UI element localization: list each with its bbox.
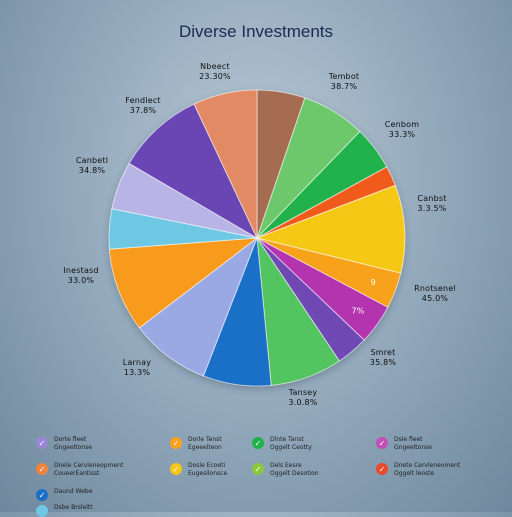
legend-item: ✓ Dosle Ecoeti Eugesilonsce — [170, 462, 227, 478]
callout-inestasd: Inestasd 33.0% — [52, 266, 110, 286]
legend-swatch: ✓ — [170, 437, 182, 449]
callout-name: Tansey — [288, 388, 318, 397]
callout-name: Fendlect — [125, 96, 161, 105]
pie-slice-4 — [255, 184, 406, 274]
callout-pct: 3.3.5% — [417, 204, 447, 213]
pie-inner-labels: 9 7% — [352, 278, 376, 315]
legend-item: ✓ Dlnte Tanst Oggelt Ceotty — [252, 436, 312, 452]
legend-label: Daund Webe — [54, 488, 93, 495]
callout-pct: 3.0.8% — [288, 398, 318, 407]
callout-name: Nbeect — [200, 62, 230, 71]
callout-name: Rnotsenel — [414, 284, 456, 293]
callout-larnay: Larnay 13.3% — [110, 358, 164, 378]
legend-label: Dorle Tenst Egeeelteon — [188, 436, 222, 451]
legend: ✓ Dorte fleet Gngeeltonse ✓ Dorle Tenst … — [30, 436, 500, 517]
callout-pct: 34.8% — [78, 166, 106, 175]
pie-slice-11 — [108, 237, 259, 329]
callout-pct: 23.30% — [199, 72, 231, 81]
callout-pct: 45.0% — [421, 294, 449, 303]
legend-label: Dsbe Brsleltt — [54, 504, 93, 511]
callout-rnotsenel: Rnotsenel 45.0% — [404, 284, 466, 304]
legend-label: Dels Eesre Oggelt Desotion — [270, 462, 319, 477]
legend-label: Dlnte Tanst Oggelt Ceotty — [270, 436, 312, 451]
callout-name: Tembot — [328, 72, 360, 81]
callout-canbst: Canbst 3.3.5% — [406, 194, 458, 214]
legend-swatch: ✓ — [252, 463, 264, 475]
pie-inner-label: 7% — [352, 307, 365, 316]
pie-slices — [108, 89, 406, 387]
legend-swatch: ✓ — [36, 463, 48, 475]
legend-item: ✓ Dsle fleet Gngeeltonse — [376, 436, 432, 452]
legend-label: Dnete Cervleneoment Oggelt leoste — [394, 462, 461, 477]
pie-slice-15 — [193, 89, 258, 239]
legend-item: ✓ Dels Eesre Oggelt Desotion — [252, 462, 319, 478]
pie-slice-14 — [128, 103, 259, 240]
callout-pct: 38.7% — [330, 82, 358, 91]
legend-item: ✓ Dorle Tenst Egeeelteon — [170, 436, 222, 452]
legend-item: Dsbe Brsleltt — [36, 504, 93, 517]
legend-swatch: ✓ — [36, 489, 48, 501]
legend-item: ✓ Dorte fleet Gngeeltonse — [36, 436, 92, 452]
callout-name: Cenbom — [384, 120, 420, 129]
legend-label: Dnele Cervleneopment CoueerEantisst — [54, 462, 124, 477]
callout-nbeect: Nbeect 23.30% — [190, 62, 240, 82]
callout-name: Canbetl — [75, 156, 109, 165]
legend-swatch: ✓ — [36, 437, 48, 449]
callout-name: Canbst — [417, 194, 447, 203]
callout-name: Inestasd — [63, 266, 99, 275]
chart-title: Diverse Investments — [179, 22, 333, 41]
callout-name: Smret — [370, 348, 396, 357]
legend-swatch: ✓ — [376, 463, 388, 475]
pie-inner-label: 9 — [371, 278, 376, 287]
legend-label: Dorte fleet Gngeeltonse — [54, 436, 92, 451]
legend-item: ✓ Dnete Cervleneoment Oggelt leoste — [376, 462, 460, 478]
callout-cenbom: Cenbom 33.3% — [374, 120, 430, 140]
legend-label: Dsle fleet Gngeeltonse — [394, 436, 432, 451]
legend-swatch: ✓ — [376, 437, 388, 449]
callout-pct: 33.0% — [67, 276, 95, 285]
callout-tembot: Tembot 38.7% — [316, 72, 372, 92]
callout-tansey: Tansey 3.0.8% — [276, 388, 330, 408]
pie-slice-10 — [138, 236, 259, 377]
legend-swatch: ✓ — [170, 463, 182, 475]
legend-swatch — [36, 505, 48, 517]
callout-canbetl: Canbetl 34.8% — [64, 156, 120, 176]
callout-pct: 33.3% — [388, 130, 416, 139]
callout-name: Larnay — [122, 358, 152, 367]
legend-item: ✓ Dnele Cervleneopment CoueerEantisst — [36, 462, 123, 478]
callout-pct: 35.8% — [369, 358, 397, 367]
legend-label: Dosle Ecoeti Eugesilonsce — [188, 462, 228, 477]
legend-swatch: ✓ — [252, 437, 264, 449]
callout-smret: Smret 35.8% — [356, 348, 410, 368]
callout-pct: 37.8% — [129, 106, 157, 115]
callout-fendlect: Fendlect 37.8% — [114, 96, 172, 116]
legend-item: ✓ Daund Webe — [36, 488, 92, 501]
callout-pct: 13.3% — [123, 368, 151, 377]
